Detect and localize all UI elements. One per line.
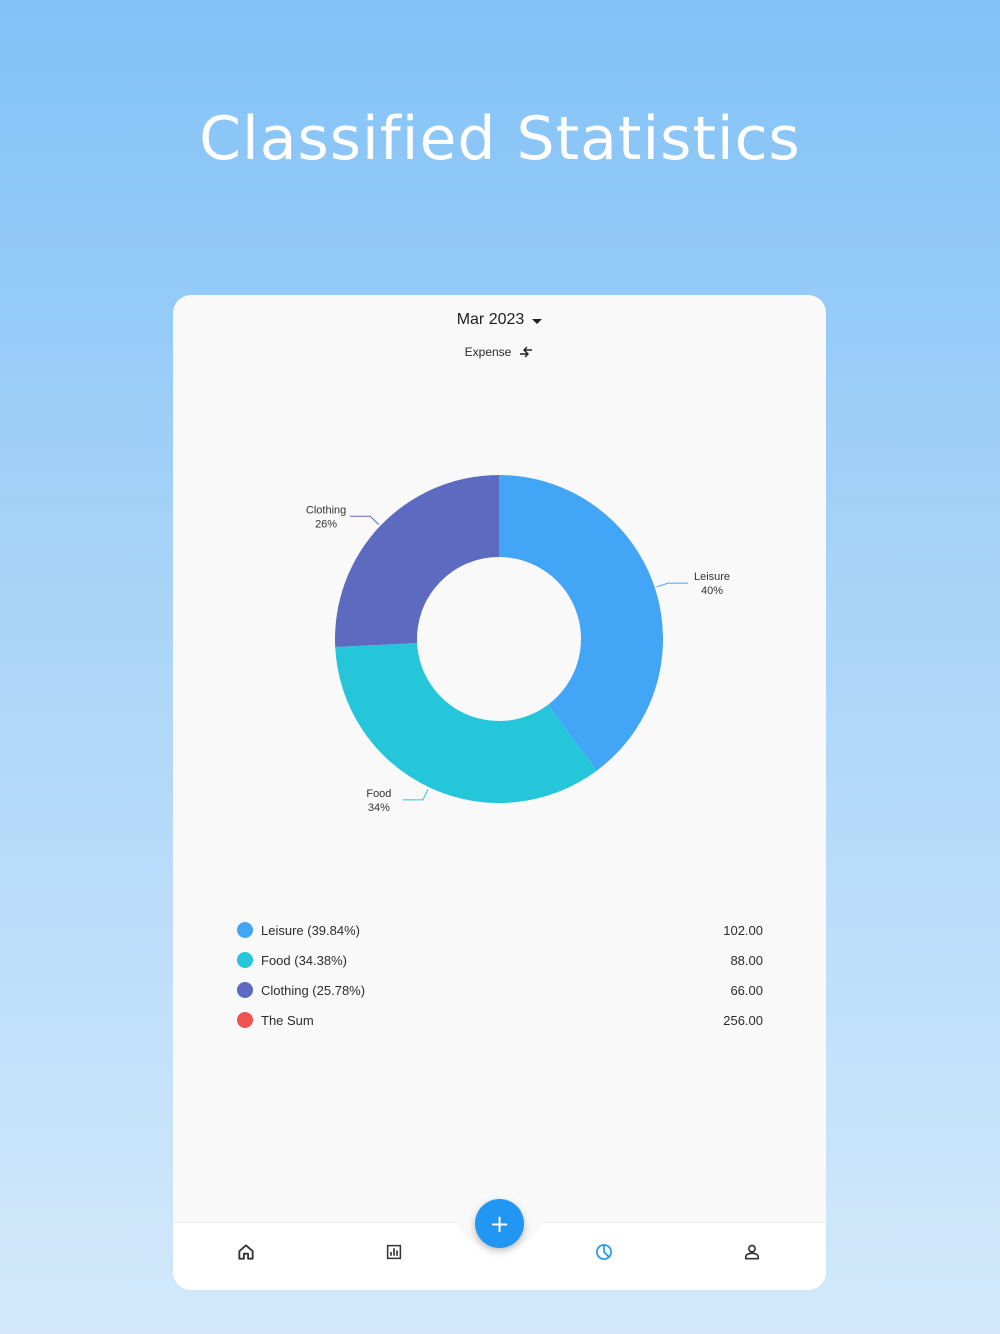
legend-value: 66.00 <box>730 982 763 998</box>
donut-slice-leisure[interactable] <box>499 475 663 771</box>
nav-profile[interactable] <box>737 1237 767 1267</box>
donut-slice-clothing[interactable] <box>335 475 499 648</box>
legend-value: 102.00 <box>723 922 763 938</box>
leader-line <box>402 788 429 801</box>
page-headline: Classified Statistics <box>199 104 801 174</box>
add-record-button[interactable]: + <box>475 1199 524 1248</box>
legend-row-sum: The Sum 256.00 <box>237 1005 763 1035</box>
nav-home[interactable] <box>231 1237 261 1267</box>
legend-label: The Sum <box>261 1012 314 1028</box>
legend-label: Leisure (39.84%) <box>261 922 360 938</box>
pie-chart-icon <box>596 1244 612 1260</box>
slice-label: Clothing <box>306 504 346 516</box>
donut-chart: Leisure 40% Food 34% Clothing 26% <box>306 475 730 814</box>
plus-icon: + <box>489 1209 510 1238</box>
month-label: Mar 2023 <box>456 311 525 328</box>
home-icon <box>238 1244 254 1260</box>
nav-classified[interactable] <box>589 1237 619 1267</box>
type-label: Expense <box>464 345 512 359</box>
legend-dot <box>237 1012 253 1028</box>
leader-line <box>656 582 689 588</box>
donut-slice-food[interactable] <box>335 643 597 803</box>
nav-statistics[interactable] <box>379 1237 409 1267</box>
legend-label: Food (34.38%) <box>261 952 347 968</box>
slice-percent: 34% <box>368 802 390 814</box>
slice-label: Leisure <box>694 571 730 583</box>
legend-dot <box>237 922 253 938</box>
legend-label: Clothing (25.78%) <box>261 982 366 998</box>
leader-line <box>350 515 380 525</box>
legend-row-food[interactable]: Food (34.38%) 88.00 <box>237 945 763 975</box>
swap-arrows-icon <box>520 346 533 358</box>
person-icon <box>744 1244 760 1260</box>
legend-value: 88.00 <box>730 952 763 968</box>
slice-percent: 26% <box>315 518 337 530</box>
month-selector[interactable]: Mar 2023 <box>173 311 826 329</box>
legend-value: 256.00 <box>723 1012 763 1028</box>
legend-row-clothing[interactable]: Clothing (25.78%) 66.00 <box>237 975 763 1005</box>
expense-income-toggle[interactable]: Expense <box>173 345 826 359</box>
slice-percent: 40% <box>701 585 723 597</box>
category-legend: Leisure (39.84%) 102.00 Food (34.38%) 88… <box>237 915 763 1035</box>
legend-dot <box>237 952 253 968</box>
app-screen: Mar 2023 Expense Leisure 40% Food 34% Clothi… <box>173 295 826 1290</box>
caret-down-icon <box>532 318 543 324</box>
legend-dot <box>237 982 253 998</box>
slice-label: Food <box>366 788 391 800</box>
bar-chart-icon <box>386 1244 402 1260</box>
legend-row-leisure[interactable]: Leisure (39.84%) 102.00 <box>237 915 763 945</box>
